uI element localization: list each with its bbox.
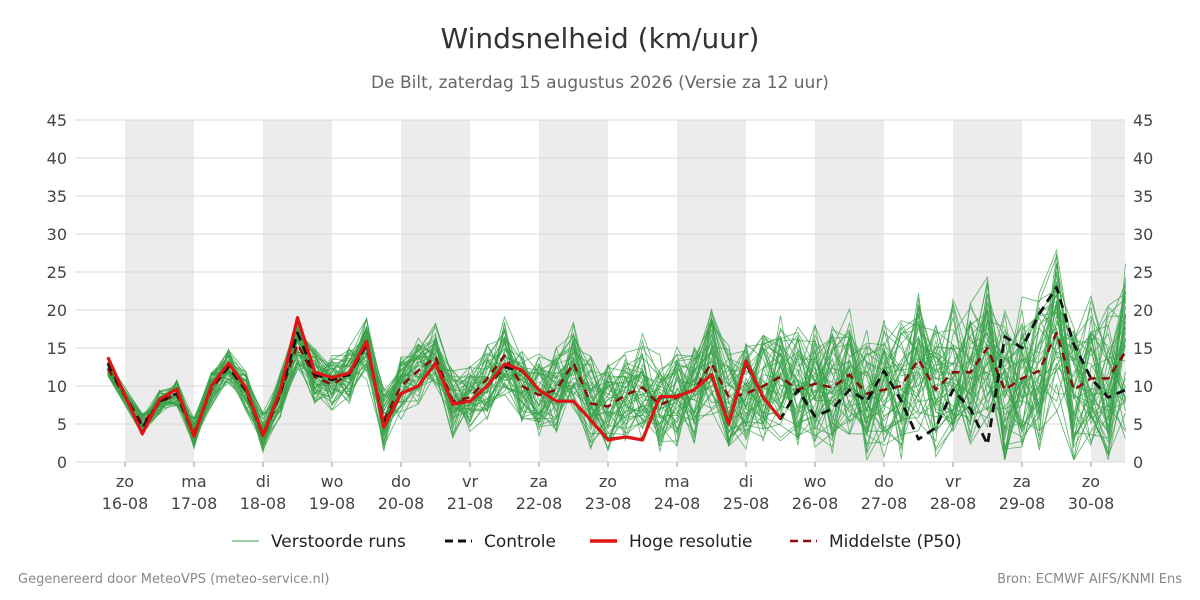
x-tick-date: 21-08 <box>447 494 494 513</box>
x-tick-date: 17-08 <box>171 494 218 513</box>
y-tick-label: 25 <box>1133 263 1153 282</box>
y-tick-label: 5 <box>1133 415 1143 434</box>
x-tick-day: do <box>874 472 894 491</box>
y-tick-label: 40 <box>47 149 67 168</box>
y-tick-label: 10 <box>47 377 67 396</box>
x-tick-date: 18-08 <box>240 494 287 513</box>
x-tick-date: 20-08 <box>378 494 425 513</box>
x-tick-day: za <box>530 472 548 491</box>
x-tick-date: 29-08 <box>999 494 1046 513</box>
y-tick-label: 5 <box>57 415 67 434</box>
generated-by-note: Gegenereerd door MeteoVPS (meteo-service… <box>18 572 330 587</box>
median-line <box>106 331 1127 436</box>
y-tick-label: 0 <box>57 453 67 472</box>
y-axis-right: 0 5 10 15 20 25 30 35 40 45 <box>1133 111 1153 472</box>
y-tick-label: 30 <box>1133 225 1153 244</box>
x-tick-day: do <box>391 472 411 491</box>
y-tick-label: 20 <box>1133 301 1153 320</box>
y-tick-label: 35 <box>1133 187 1153 206</box>
x-tick-day: ma <box>664 472 689 491</box>
y-tick-label: 45 <box>1133 111 1153 130</box>
x-tick-date: 25-08 <box>723 494 770 513</box>
ensemble-member-line <box>107 311 1126 446</box>
y-tick-label: 15 <box>47 339 67 358</box>
x-tick-date: 30-08 <box>1068 494 1115 513</box>
y-tick-label: 30 <box>47 225 67 244</box>
x-tick-day: zo <box>116 472 134 491</box>
hires-line <box>106 316 782 442</box>
x-tick-day: vr <box>945 472 961 491</box>
x-tick-date: 23-08 <box>585 494 632 513</box>
legend-label: Middelste (P50) <box>829 532 962 552</box>
ensemble-member-line <box>107 304 1126 453</box>
x-tick-day: di <box>739 472 754 491</box>
y-tick-label: 25 <box>47 263 67 282</box>
x-tick-date: 24-08 <box>654 494 701 513</box>
x-tick-day: vr <box>462 472 478 491</box>
x-tick-day: wo <box>804 472 827 491</box>
y-tick-label: 35 <box>47 187 67 206</box>
x-tick-date: 22-08 <box>516 494 563 513</box>
ensemble-member-line <box>107 324 1126 460</box>
y-tick-label: 10 <box>1133 377 1153 396</box>
legend: Verstoorde runs Controle Hoge resolutie Mid… <box>232 532 962 552</box>
ensemble-member-line <box>107 271 1126 460</box>
ensemble-member-line <box>107 316 1126 447</box>
x-tick-day: za <box>1013 472 1031 491</box>
x-tick-day: di <box>256 472 271 491</box>
y-tick-label: 40 <box>1133 149 1153 168</box>
main-series <box>106 285 1127 446</box>
x-tick-date: 28-08 <box>930 494 977 513</box>
legend-label: Hoge resolutie <box>629 532 753 552</box>
source-note: Bron: ECMWF AIFS/KNMI Ens <box>997 572 1182 587</box>
chart-title: Windsnelheid (km/uur) <box>440 22 760 55</box>
x-tick-day: wo <box>321 472 344 491</box>
x-tick-day: ma <box>181 472 206 491</box>
x-tick-date: 27-08 <box>861 494 908 513</box>
legend-label: Verstoorde runs <box>271 532 406 552</box>
x-tick-date: 26-08 <box>792 494 839 513</box>
x-tick-date: 19-08 <box>309 494 356 513</box>
x-tick-day: zo <box>599 472 617 491</box>
ensemble-member-line <box>107 291 1126 447</box>
y-tick-label: 0 <box>1133 453 1143 472</box>
y-axis-left: 0 5 10 15 20 25 30 35 40 45 <box>47 111 67 472</box>
legend-label: Controle <box>484 532 556 552</box>
x-axis: zo 16-08 ma 17-08 di 18-08 wo 19-08 do 20-08 vr 21-… <box>102 462 1115 513</box>
y-tick-label: 20 <box>47 301 67 320</box>
chart-subtitle: De Bilt, zaterdag 15 augustus 2026 (Vers… <box>371 73 829 93</box>
y-tick-label: 45 <box>47 111 67 130</box>
x-tick-day: zo <box>1082 472 1100 491</box>
x-tick-date: 16-08 <box>102 494 149 513</box>
y-tick-label: 15 <box>1133 339 1153 358</box>
